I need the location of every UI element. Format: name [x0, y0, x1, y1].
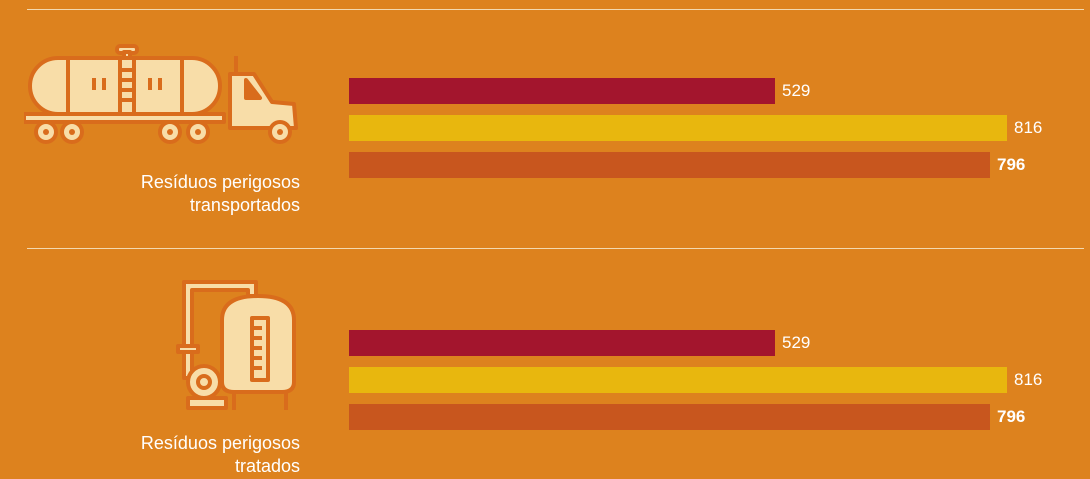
bar-value-label-2-3: 796 — [997, 404, 1025, 430]
bar-1-1 — [349, 78, 775, 104]
category-label-transported: Resíduos perigosos transportados — [0, 171, 300, 217]
bar-value-label-1-2: 816 — [1014, 115, 1042, 141]
bar-value-label-2-2: 816 — [1014, 367, 1042, 393]
bar-2-3 — [349, 404, 990, 430]
tanker-truck-icon — [24, 44, 304, 154]
bar-value-label-2-1: 529 — [782, 330, 810, 356]
bar-1-3 — [349, 152, 990, 178]
bar-1-2 — [349, 115, 1007, 141]
bar-2-2 — [349, 367, 1007, 393]
bar-2-1 — [349, 330, 775, 356]
treatment-tank-icon — [170, 274, 310, 414]
bar-value-label-1-1: 529 — [782, 78, 810, 104]
top-divider — [27, 9, 1084, 10]
bar-value-label-1-3: 796 — [997, 152, 1025, 178]
section-divider — [27, 248, 1084, 249]
category-label-treated: Resíduos perigosos tratados — [0, 432, 300, 478]
